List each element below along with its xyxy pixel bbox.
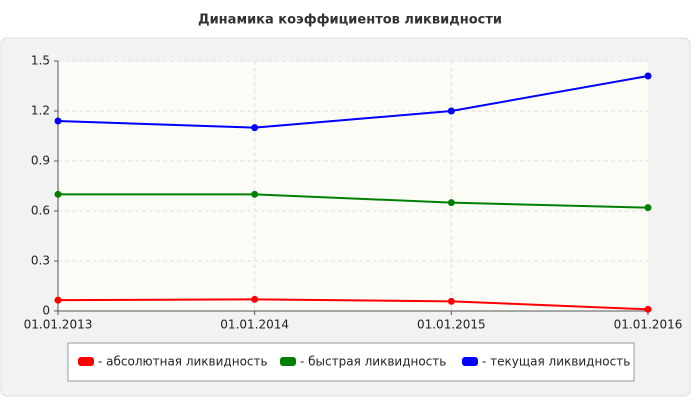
legend-swatch bbox=[280, 357, 296, 366]
series-line bbox=[57, 298, 649, 311]
data-point bbox=[251, 295, 259, 303]
data-point bbox=[644, 72, 652, 80]
x-tick-label: 01.01.2013 bbox=[24, 318, 93, 332]
legend bbox=[67, 342, 635, 382]
y-tick-label: 0.6 bbox=[31, 204, 50, 218]
legend-label: - текущая ликвидность bbox=[482, 355, 630, 369]
x-tick-label: 01.01.2015 bbox=[417, 318, 486, 332]
series-line bbox=[58, 193, 649, 209]
y-tick-label: 0.9 bbox=[31, 154, 50, 168]
y-tick-label: 0.3 bbox=[31, 254, 50, 268]
data-point bbox=[644, 305, 652, 313]
data-point bbox=[54, 296, 62, 304]
data-point bbox=[644, 204, 652, 212]
plot-area bbox=[58, 61, 648, 311]
y-tick-label: 0 bbox=[42, 304, 50, 318]
legend-swatch bbox=[462, 357, 478, 366]
series-line bbox=[57, 75, 649, 129]
data-point bbox=[54, 190, 62, 198]
y-tick-label: 1.2 bbox=[31, 104, 50, 118]
data-point bbox=[447, 297, 455, 305]
data-point bbox=[251, 124, 259, 132]
data-point bbox=[54, 117, 62, 125]
x-tick-label: 01.01.2014 bbox=[220, 318, 289, 332]
data-point bbox=[447, 107, 455, 115]
data-point bbox=[251, 190, 259, 198]
data-point bbox=[447, 199, 455, 207]
legend-label: - абсолютная ликвидность bbox=[98, 355, 268, 369]
legend-label: - быстрая ликвидность bbox=[300, 355, 446, 369]
chart-title: Динамика коэффициентов ликвидности bbox=[198, 13, 502, 28]
x-tick-label: 01.01.2016 bbox=[614, 318, 683, 332]
legend-swatch bbox=[78, 357, 94, 366]
y-tick-label: 1.5 bbox=[31, 54, 50, 68]
